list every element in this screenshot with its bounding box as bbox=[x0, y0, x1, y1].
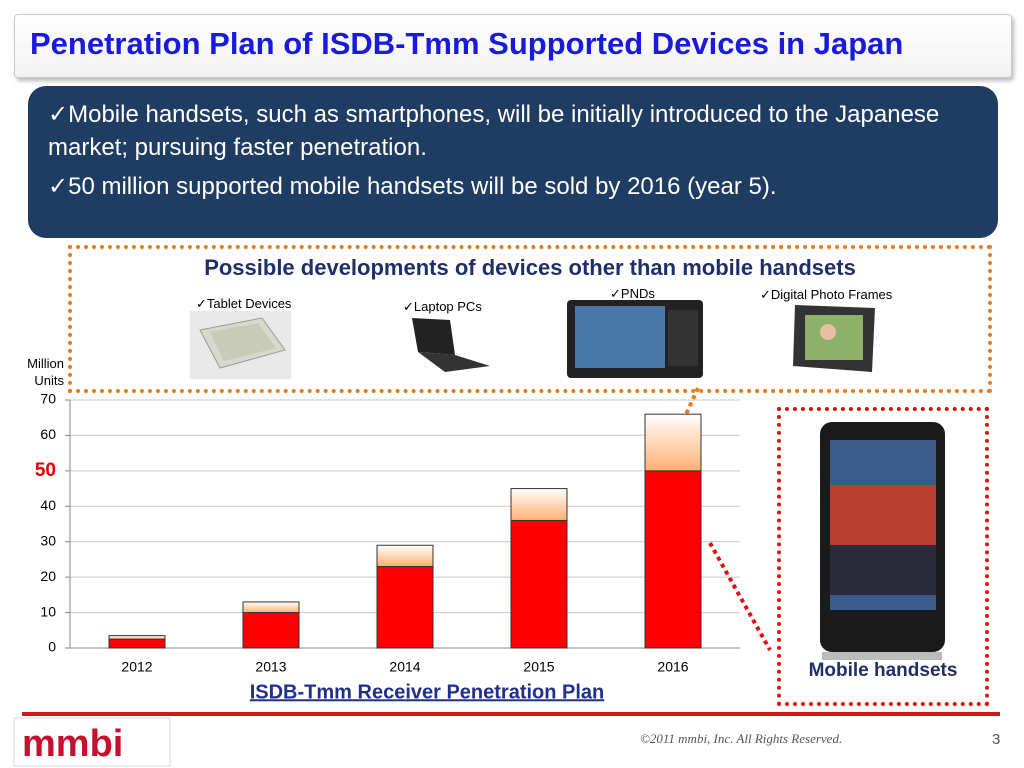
device-label: ✓Tablet Devices bbox=[196, 296, 292, 311]
y-axis-label: Million Units bbox=[27, 356, 64, 388]
device-label: ✓Digital Photo Frames bbox=[760, 287, 893, 302]
y-tick-label: 50 bbox=[35, 460, 56, 481]
bar-segment bbox=[108, 635, 166, 640]
device-label: ✓PNDs bbox=[610, 286, 655, 301]
bar-segment bbox=[242, 601, 300, 614]
connector bbox=[708, 542, 772, 651]
logo-box bbox=[13, 717, 171, 767]
chart-title: ISDB-Tmm Receiver Penetration Plan bbox=[250, 681, 605, 703]
handset-box bbox=[777, 407, 989, 706]
device-label: ✓Laptop PCs bbox=[403, 299, 482, 314]
bullet: ✓Mobile handsets, such as smartphones, w… bbox=[48, 101, 940, 161]
photo-frame-image bbox=[793, 305, 875, 372]
bar-segment bbox=[644, 470, 702, 649]
bar-segment bbox=[510, 519, 568, 649]
devices-heading: Possible developments of devices other t… bbox=[204, 255, 856, 280]
bar-segment bbox=[242, 612, 300, 649]
bar-segment bbox=[108, 638, 166, 649]
logo: mmbi bbox=[22, 723, 123, 765]
page-number: 3 bbox=[992, 731, 1001, 748]
x-tick-label: 2015 bbox=[523, 659, 554, 675]
y-tick-label: 20 bbox=[40, 568, 56, 584]
y-tick-label: 60 bbox=[40, 426, 56, 442]
x-tick-label: 2012 bbox=[121, 659, 152, 675]
title-bar bbox=[14, 14, 1012, 78]
y-tick-label: 30 bbox=[40, 532, 56, 548]
copyright: ©2011 mmbi, Inc. All Rights Reserved. bbox=[640, 731, 843, 746]
y-tick-label: 0 bbox=[48, 639, 56, 655]
y-tick-label: 10 bbox=[40, 603, 56, 619]
bar-segment bbox=[376, 566, 434, 649]
y-tick-label: 40 bbox=[40, 497, 56, 513]
y-tick-label: 70 bbox=[40, 391, 56, 407]
x-tick-label: 2014 bbox=[389, 659, 420, 675]
laptop-image bbox=[412, 318, 490, 372]
handset-label: Mobile handsets bbox=[808, 660, 958, 681]
handset-image bbox=[820, 422, 945, 660]
bar-segment bbox=[376, 544, 434, 568]
devices-box bbox=[68, 245, 992, 393]
bullet-box: ✓Mobile handsets, such as smartphones, w… bbox=[28, 86, 998, 238]
pnd-image bbox=[567, 300, 703, 378]
tablet-image bbox=[190, 311, 291, 379]
bar-segment bbox=[644, 413, 702, 472]
bullet: ✓50 million supported mobile handsets wi… bbox=[48, 173, 777, 200]
bar-segment bbox=[510, 488, 568, 521]
slide-title: Penetration Plan of ISDB-Tmm Supported D… bbox=[30, 26, 904, 61]
x-tick-label: 2013 bbox=[255, 659, 286, 675]
x-tick-label: 2016 bbox=[657, 659, 688, 675]
footer-rule bbox=[22, 712, 1000, 716]
